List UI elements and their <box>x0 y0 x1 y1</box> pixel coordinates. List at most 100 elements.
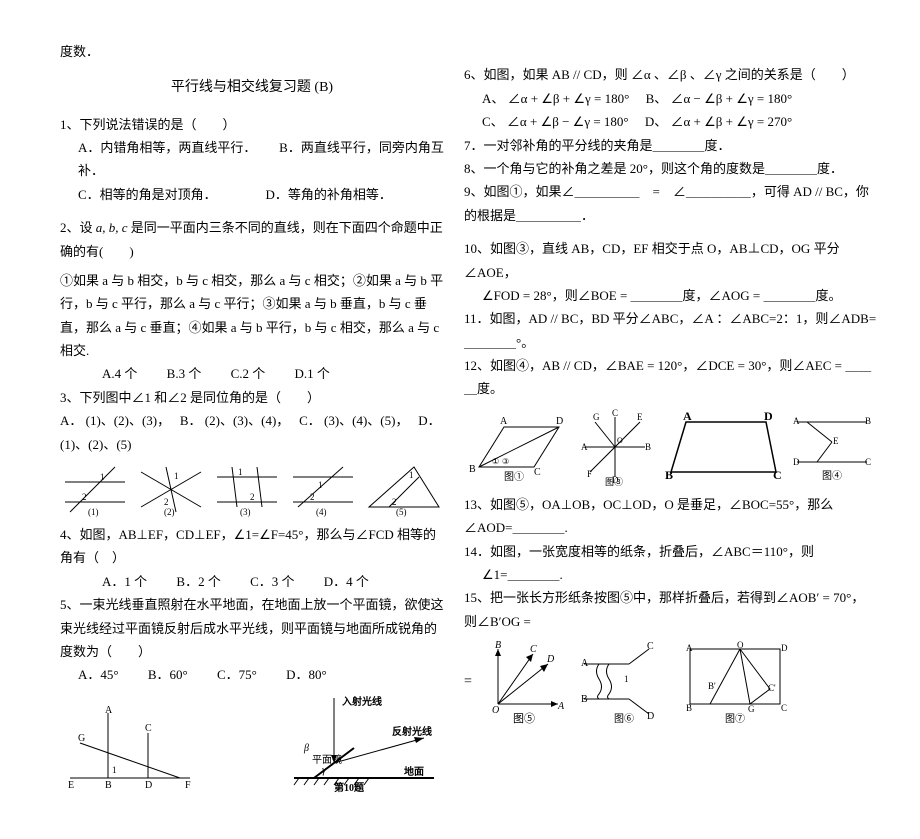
q5-optB: B．60° <box>148 667 188 682</box>
q6-optD: D、 ∠α + ∠β + ∠γ = 270° <box>645 114 792 129</box>
svg-text:图⑦: 图⑦ <box>725 713 745 724</box>
q5-optC: C．75° <box>217 667 257 682</box>
svg-text:D: D <box>556 416 563 427</box>
svg-text:C': C' <box>768 683 776 693</box>
svg-text:反射光线: 反射光线 <box>392 725 432 738</box>
q4-optA: A．1 个 <box>102 574 147 589</box>
svg-text:1: 1 <box>409 470 414 480</box>
q3-stem: 3、下列图中∠1 和∠2 是同位角的是（ ） <box>60 386 444 409</box>
q10-l2: ∠FOD = 28°，则∠BOE = ＿＿＿＿度，∠AOG = ＿＿＿＿度。 <box>464 284 877 307</box>
svg-text:C: C <box>612 408 618 418</box>
bottom-left-figs: A C G E B D F 1 入射光线 β 平面镜 γ 反射光线 地面 第10… <box>60 693 444 793</box>
q2-stem-pre: 2、设 <box>60 220 93 235</box>
svg-text:(2): (2) <box>164 507 175 517</box>
svg-text:C: C <box>530 644 537 655</box>
q3-fig-4: 1 2 (4) <box>288 462 358 517</box>
q11: 11．如图，AD // BC，BD 平分∠ABC，∠A ：∠ABC=2：1，则∠… <box>464 307 877 354</box>
svg-text:A: A <box>500 416 508 427</box>
svg-text:(5): (5) <box>396 507 407 517</box>
svg-text:图④: 图④ <box>822 470 842 482</box>
q1-optD: D．等角的补角相等． <box>265 187 391 202</box>
svg-text:第10题: 第10题 <box>334 781 365 793</box>
fig-adbc: A D B C <box>661 407 781 487</box>
svg-text:F: F <box>587 469 592 479</box>
svg-text:图⑥: 图⑥ <box>614 713 634 724</box>
q6-optA: A、 ∠α + ∠β + ∠γ = 180° <box>482 91 629 106</box>
q3-options: A． (1)、(2)、(3)， B． (2)、(3)、(4)， C． (3)、(… <box>60 409 444 456</box>
svg-text:1: 1 <box>100 472 105 482</box>
svg-text:2: 2 <box>310 492 315 502</box>
svg-text:G: G <box>748 704 755 714</box>
svg-text:1: 1 <box>112 765 117 775</box>
svg-text:O: O <box>617 436 623 445</box>
svg-text:A: A <box>581 658 589 669</box>
svg-text:C: C <box>773 468 781 482</box>
q6-options: A、 ∠α + ∠β + ∠γ = 180° B、 ∠α − ∠β + ∠γ =… <box>464 87 877 134</box>
svg-text:2: 2 <box>82 492 87 502</box>
svg-text:B: B <box>469 464 476 475</box>
svg-text:B: B <box>105 780 112 791</box>
q3-fig-3: 1 2 (3) <box>212 462 282 517</box>
fig-7: AOD BGC B'C' 图⑦ <box>680 639 795 724</box>
q4: 4、如图，AB⊥EF，CD⊥EF，∠1=∠F=45°，那么与∠FCD 相等的角有… <box>60 523 444 593</box>
svg-text:平面镜: 平面镜 <box>312 753 342 766</box>
svg-text:C: C <box>781 703 787 713</box>
svg-text:地面: 地面 <box>404 765 424 778</box>
q6-stem: 6、如图，如果 AB // CD，则 ∠α 、∠β 、∠γ 之间的关系是（ ） <box>464 63 877 86</box>
svg-text:A: A <box>105 705 113 716</box>
q4-optB: B．2 个 <box>176 574 220 589</box>
q2-body: ①如果 a 与 b 相交，b 与 c 相交，那么 a 与 c 相交；②如果 a … <box>60 269 444 363</box>
svg-text:B: B <box>645 442 651 452</box>
svg-text:图①: 图① <box>504 471 524 483</box>
q5-stem: 5、一束光线垂直照射在水平地面，在地面上放一个平面镜，欲使这束光线经过平面镜反射… <box>60 593 444 663</box>
svg-text:图⑤: 图⑤ <box>513 712 535 724</box>
q14-l2: ∠1=＿＿＿＿. <box>464 563 877 586</box>
svg-text:A: A <box>683 409 692 423</box>
q8: 8、一个角与它的补角之差是 20°，则这个角的度数是＿＿＿＿度． <box>464 157 877 180</box>
svg-text:G: G <box>593 412 600 422</box>
svg-text:O: O <box>492 705 499 716</box>
svg-text:A: A <box>581 442 588 452</box>
svg-text:D: D <box>793 457 800 467</box>
svg-text:(4): (4) <box>316 507 327 517</box>
q6-optC: C、 ∠α + ∠β − ∠γ = 180° <box>482 114 629 129</box>
svg-text:1: 1 <box>238 467 243 477</box>
svg-text:D: D <box>647 711 654 722</box>
svg-text:1: 1 <box>318 480 323 490</box>
q5-options: A．45° B．60° C．75° D．80° <box>60 663 444 686</box>
q1-stem: 1、下列说法错误的是（ ） <box>60 113 444 136</box>
svg-text:C: C <box>145 723 152 734</box>
svg-text:D: D <box>145 780 152 791</box>
svg-text:G: G <box>78 733 85 744</box>
svg-text:C: C <box>534 467 541 478</box>
svg-text:β: β <box>303 743 309 754</box>
q7: 7．一对邻补角的平分线的夹角是＿＿＿＿度． <box>464 134 877 157</box>
q3-fig-1: 1 2 (1) <box>60 462 130 517</box>
svg-text:E: E <box>68 780 74 791</box>
svg-text:(3): (3) <box>240 507 251 517</box>
page-columns: 平行线与相交线复习题 (B) 1、下列说法错误的是（ ） A．内错角相等，两直线… <box>60 63 860 798</box>
q1-optA: A．内错角相等，两直线平行． <box>78 140 250 155</box>
q2-optB: B.3 个 <box>167 366 202 381</box>
fig-5: B C D A O 图⑤ <box>478 639 568 724</box>
svg-text:图③: 图③ <box>605 477 623 487</box>
q14: 14．如图，一张宽度相等的纸条，折叠后，∠ABC＝110°，则 ∠1=＿＿＿＿. <box>464 540 877 587</box>
q3-optC: C． (3)、(4)、(5)， <box>299 413 402 428</box>
right-fig-row-1: AD BC ①③ 图① CE G AB FD O 图③ A D B C AB E… <box>464 407 877 487</box>
q12: 12、如图④，AB // CD，∠BAE = 120°，∠DCE = 30°，则… <box>464 354 877 401</box>
fig-3: CE G AB FD O 图③ <box>575 407 655 487</box>
right-fig-row-2: = B C D A O 图⑤ AC 1 BD 图⑥ AOD BGC B'C' 图… <box>464 639 877 724</box>
q6: 6、如图，如果 AB // CD，则 ∠α 、∠β 、∠γ 之间的关系是（ ） … <box>464 63 877 133</box>
svg-text:D: D <box>781 643 788 653</box>
fig-6: AC 1 BD 图⑥ <box>574 639 674 724</box>
svg-text:B: B <box>581 694 588 705</box>
svg-text:入射光线: 入射光线 <box>342 695 382 708</box>
q2-optD: D.1 个 <box>295 366 330 381</box>
q3-optA: A． (1)、(2)、(3)， <box>60 413 164 428</box>
q5: 5、一束光线垂直照射在水平地面，在地面上放一个平面镜，欲使这束光线经过平面镜反射… <box>60 593 444 687</box>
q4-optC: C．3 个 <box>250 574 294 589</box>
svg-text:1: 1 <box>174 471 179 481</box>
fig-4: AB E DC 图④ <box>787 407 877 487</box>
q9: 9、如图①，如果∠＿＿＿＿＿ = ∠＿＿＿＿＿，可得 AD // BC，你的根据… <box>464 180 877 227</box>
q2-options: A.4 个 B.3 个 C.2 个 D.1 个 <box>60 362 444 385</box>
